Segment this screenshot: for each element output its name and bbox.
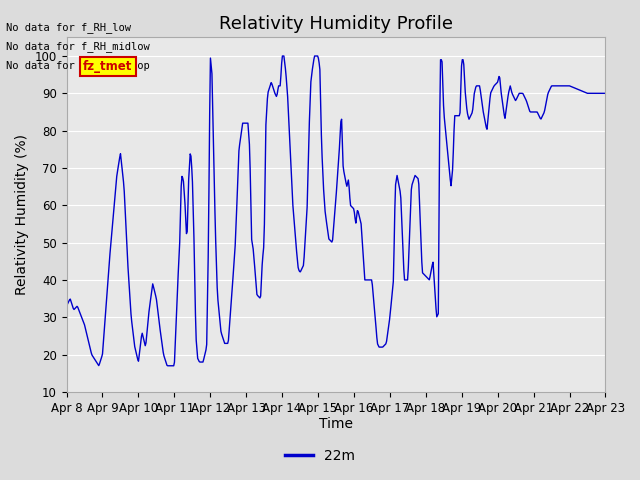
Legend: 22m: 22m [280, 443, 360, 468]
X-axis label: Time: Time [319, 418, 353, 432]
Text: No data for f_RH_low: No data for f_RH_low [6, 22, 131, 33]
Title: Relativity Humidity Profile: Relativity Humidity Profile [219, 15, 453, 33]
Y-axis label: Relativity Humidity (%): Relativity Humidity (%) [15, 134, 29, 295]
Text: No data for f_RH_midlow: No data for f_RH_midlow [6, 41, 150, 52]
Text: No data for f_RH_midtop: No data for f_RH_midtop [6, 60, 150, 71]
Text: fz_tmet: fz_tmet [83, 60, 132, 73]
